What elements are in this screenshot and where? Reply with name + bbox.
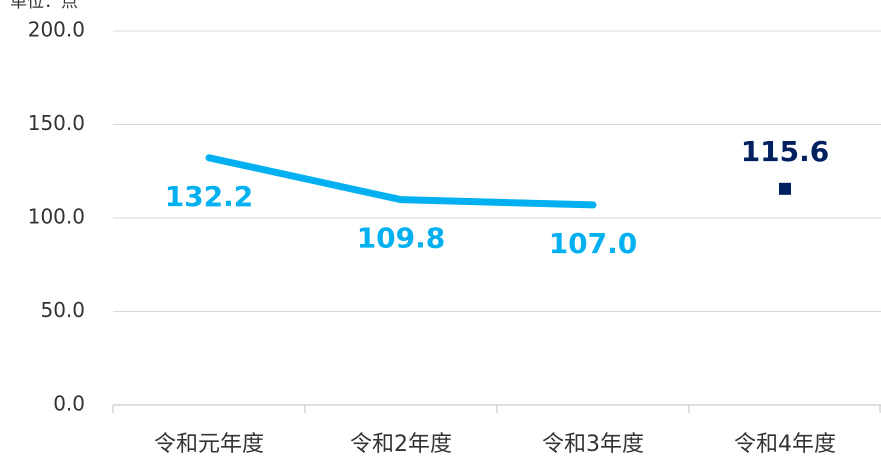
series-line: [205, 154, 597, 209]
y-tick-label: 200.0: [28, 18, 85, 42]
data-label: 115.6: [741, 135, 830, 168]
data-label: 107.0: [549, 227, 638, 260]
x-tick-label: 令和元年度: [154, 432, 264, 457]
y-tick-label: 100.0: [28, 205, 85, 229]
x-tick-label: 令和3年度: [542, 432, 644, 457]
y-tick-label: 0.0: [53, 392, 85, 416]
data-label: 109.8: [357, 222, 446, 255]
point-marker: [779, 182, 791, 195]
data-label: 132.2: [165, 180, 254, 213]
y-tick-label: 150.0: [28, 111, 85, 135]
unit-label: 単位：点: [10, 0, 78, 12]
x-tick-label: 令和4年度: [734, 432, 836, 457]
y-tick-label: 50.0: [40, 298, 85, 322]
x-tick-label: 令和2年度: [350, 432, 452, 457]
